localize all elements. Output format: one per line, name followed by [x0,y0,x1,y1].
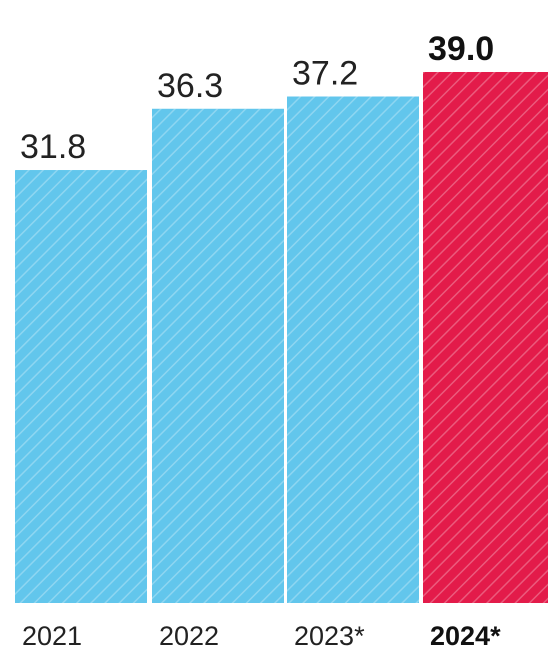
tick-label-2023: 2023* [294,621,365,651]
tick-label-2022: 2022 [159,621,219,651]
x-axis-tick-labels: 2021 2022 2023* 2024* [22,621,501,651]
value-label-2022: 36.3 [157,67,223,105]
bar-hatch-2021 [15,170,147,603]
bar-hatch-2023 [287,96,419,603]
tick-label-2024: 2024* [430,621,501,651]
hatch-overlay [15,72,548,603]
value-label-2021: 31.8 [20,128,86,166]
value-labels-group: 31.8 36.3 37.2 39.0 [20,30,494,166]
bar-hatch-2022 [152,108,284,603]
value-label-2023: 37.2 [292,55,358,93]
tick-label-2021: 2021 [22,621,82,651]
value-label-2024: 39.0 [428,30,494,68]
bar-hatch-2024 [423,72,548,603]
